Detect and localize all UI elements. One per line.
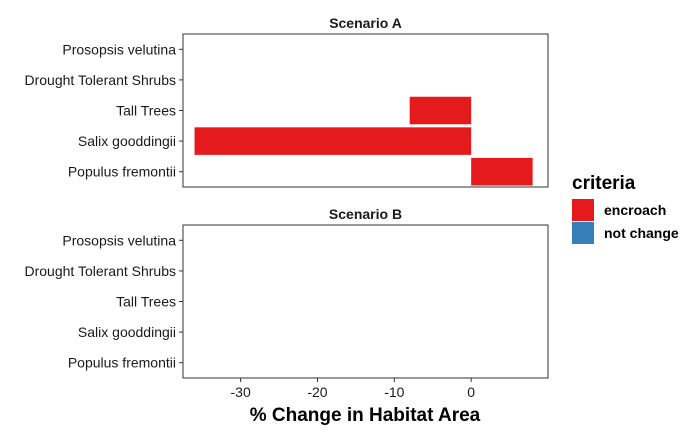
y-tick-label: Populus fremontii <box>68 355 176 371</box>
y-tick-label: Tall Trees <box>116 294 176 310</box>
legend: criteria encroach not change <box>572 173 679 244</box>
panel-scenario-b: Scenario B Prosopsis velutina Drought Tole… <box>25 206 549 379</box>
bar <box>194 127 472 155</box>
legend-swatch <box>572 199 594 221</box>
x-axis: -30 -20 -10 0 <box>231 378 475 400</box>
y-tick-label: Salix gooddingii <box>78 324 176 340</box>
y-tick-label: Prosopsis velutina <box>62 41 176 57</box>
y-tick-label: Tall Trees <box>116 103 176 119</box>
panel-scenario-a: Scenario A Prosopsis velutina Drought Tole… <box>25 15 549 188</box>
x-tick-label: 0 <box>467 384 475 400</box>
x-axis-label: % Change in Habitat Area <box>250 405 481 426</box>
panel-title: Scenario B <box>329 206 402 222</box>
y-tick-label: Populus fremontii <box>68 164 176 180</box>
y-tick-label: Drought Tolerant Shrubs <box>25 263 177 279</box>
x-tick-label: -10 <box>384 384 404 400</box>
bar <box>471 157 533 186</box>
x-tick-label: -20 <box>307 384 327 400</box>
x-tick-label: -30 <box>231 384 251 400</box>
y-tick-label: Drought Tolerant Shrubs <box>25 72 177 88</box>
legend-swatch <box>572 222 594 244</box>
y-tick-label: Salix gooddingii <box>78 133 176 149</box>
legend-label: not change <box>604 225 679 241</box>
legend-label: encroach <box>604 202 666 218</box>
panel-frame <box>182 224 549 379</box>
legend-title: criteria <box>572 173 636 194</box>
y-tick-label: Prosopsis velutina <box>62 232 176 248</box>
panel-title: Scenario A <box>329 15 402 31</box>
bar <box>409 96 472 125</box>
